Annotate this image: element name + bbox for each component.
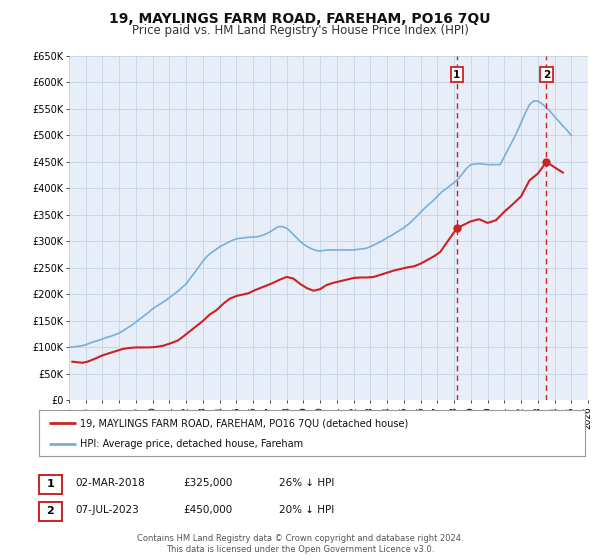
Text: £450,000: £450,000: [183, 505, 232, 515]
Text: Price paid vs. HM Land Registry's House Price Index (HPI): Price paid vs. HM Land Registry's House …: [131, 24, 469, 36]
Text: 1: 1: [453, 69, 461, 80]
Text: HPI: Average price, detached house, Fareham: HPI: Average price, detached house, Fare…: [80, 438, 303, 449]
Text: 2: 2: [47, 506, 54, 516]
Text: 26% ↓ HPI: 26% ↓ HPI: [279, 478, 334, 488]
Text: 2: 2: [543, 69, 550, 80]
Text: This data is licensed under the Open Government Licence v3.0.: This data is licensed under the Open Gov…: [166, 545, 434, 554]
Text: 02-MAR-2018: 02-MAR-2018: [75, 478, 145, 488]
Text: 20% ↓ HPI: 20% ↓ HPI: [279, 505, 334, 515]
Text: 1: 1: [47, 479, 54, 489]
Text: 19, MAYLINGS FARM ROAD, FAREHAM, PO16 7QU (detached house): 19, MAYLINGS FARM ROAD, FAREHAM, PO16 7Q…: [80, 418, 408, 428]
Text: 19, MAYLINGS FARM ROAD, FAREHAM, PO16 7QU: 19, MAYLINGS FARM ROAD, FAREHAM, PO16 7Q…: [109, 12, 491, 26]
Text: £325,000: £325,000: [183, 478, 232, 488]
Text: 07-JUL-2023: 07-JUL-2023: [75, 505, 139, 515]
Text: Contains HM Land Registry data © Crown copyright and database right 2024.: Contains HM Land Registry data © Crown c…: [137, 534, 463, 543]
